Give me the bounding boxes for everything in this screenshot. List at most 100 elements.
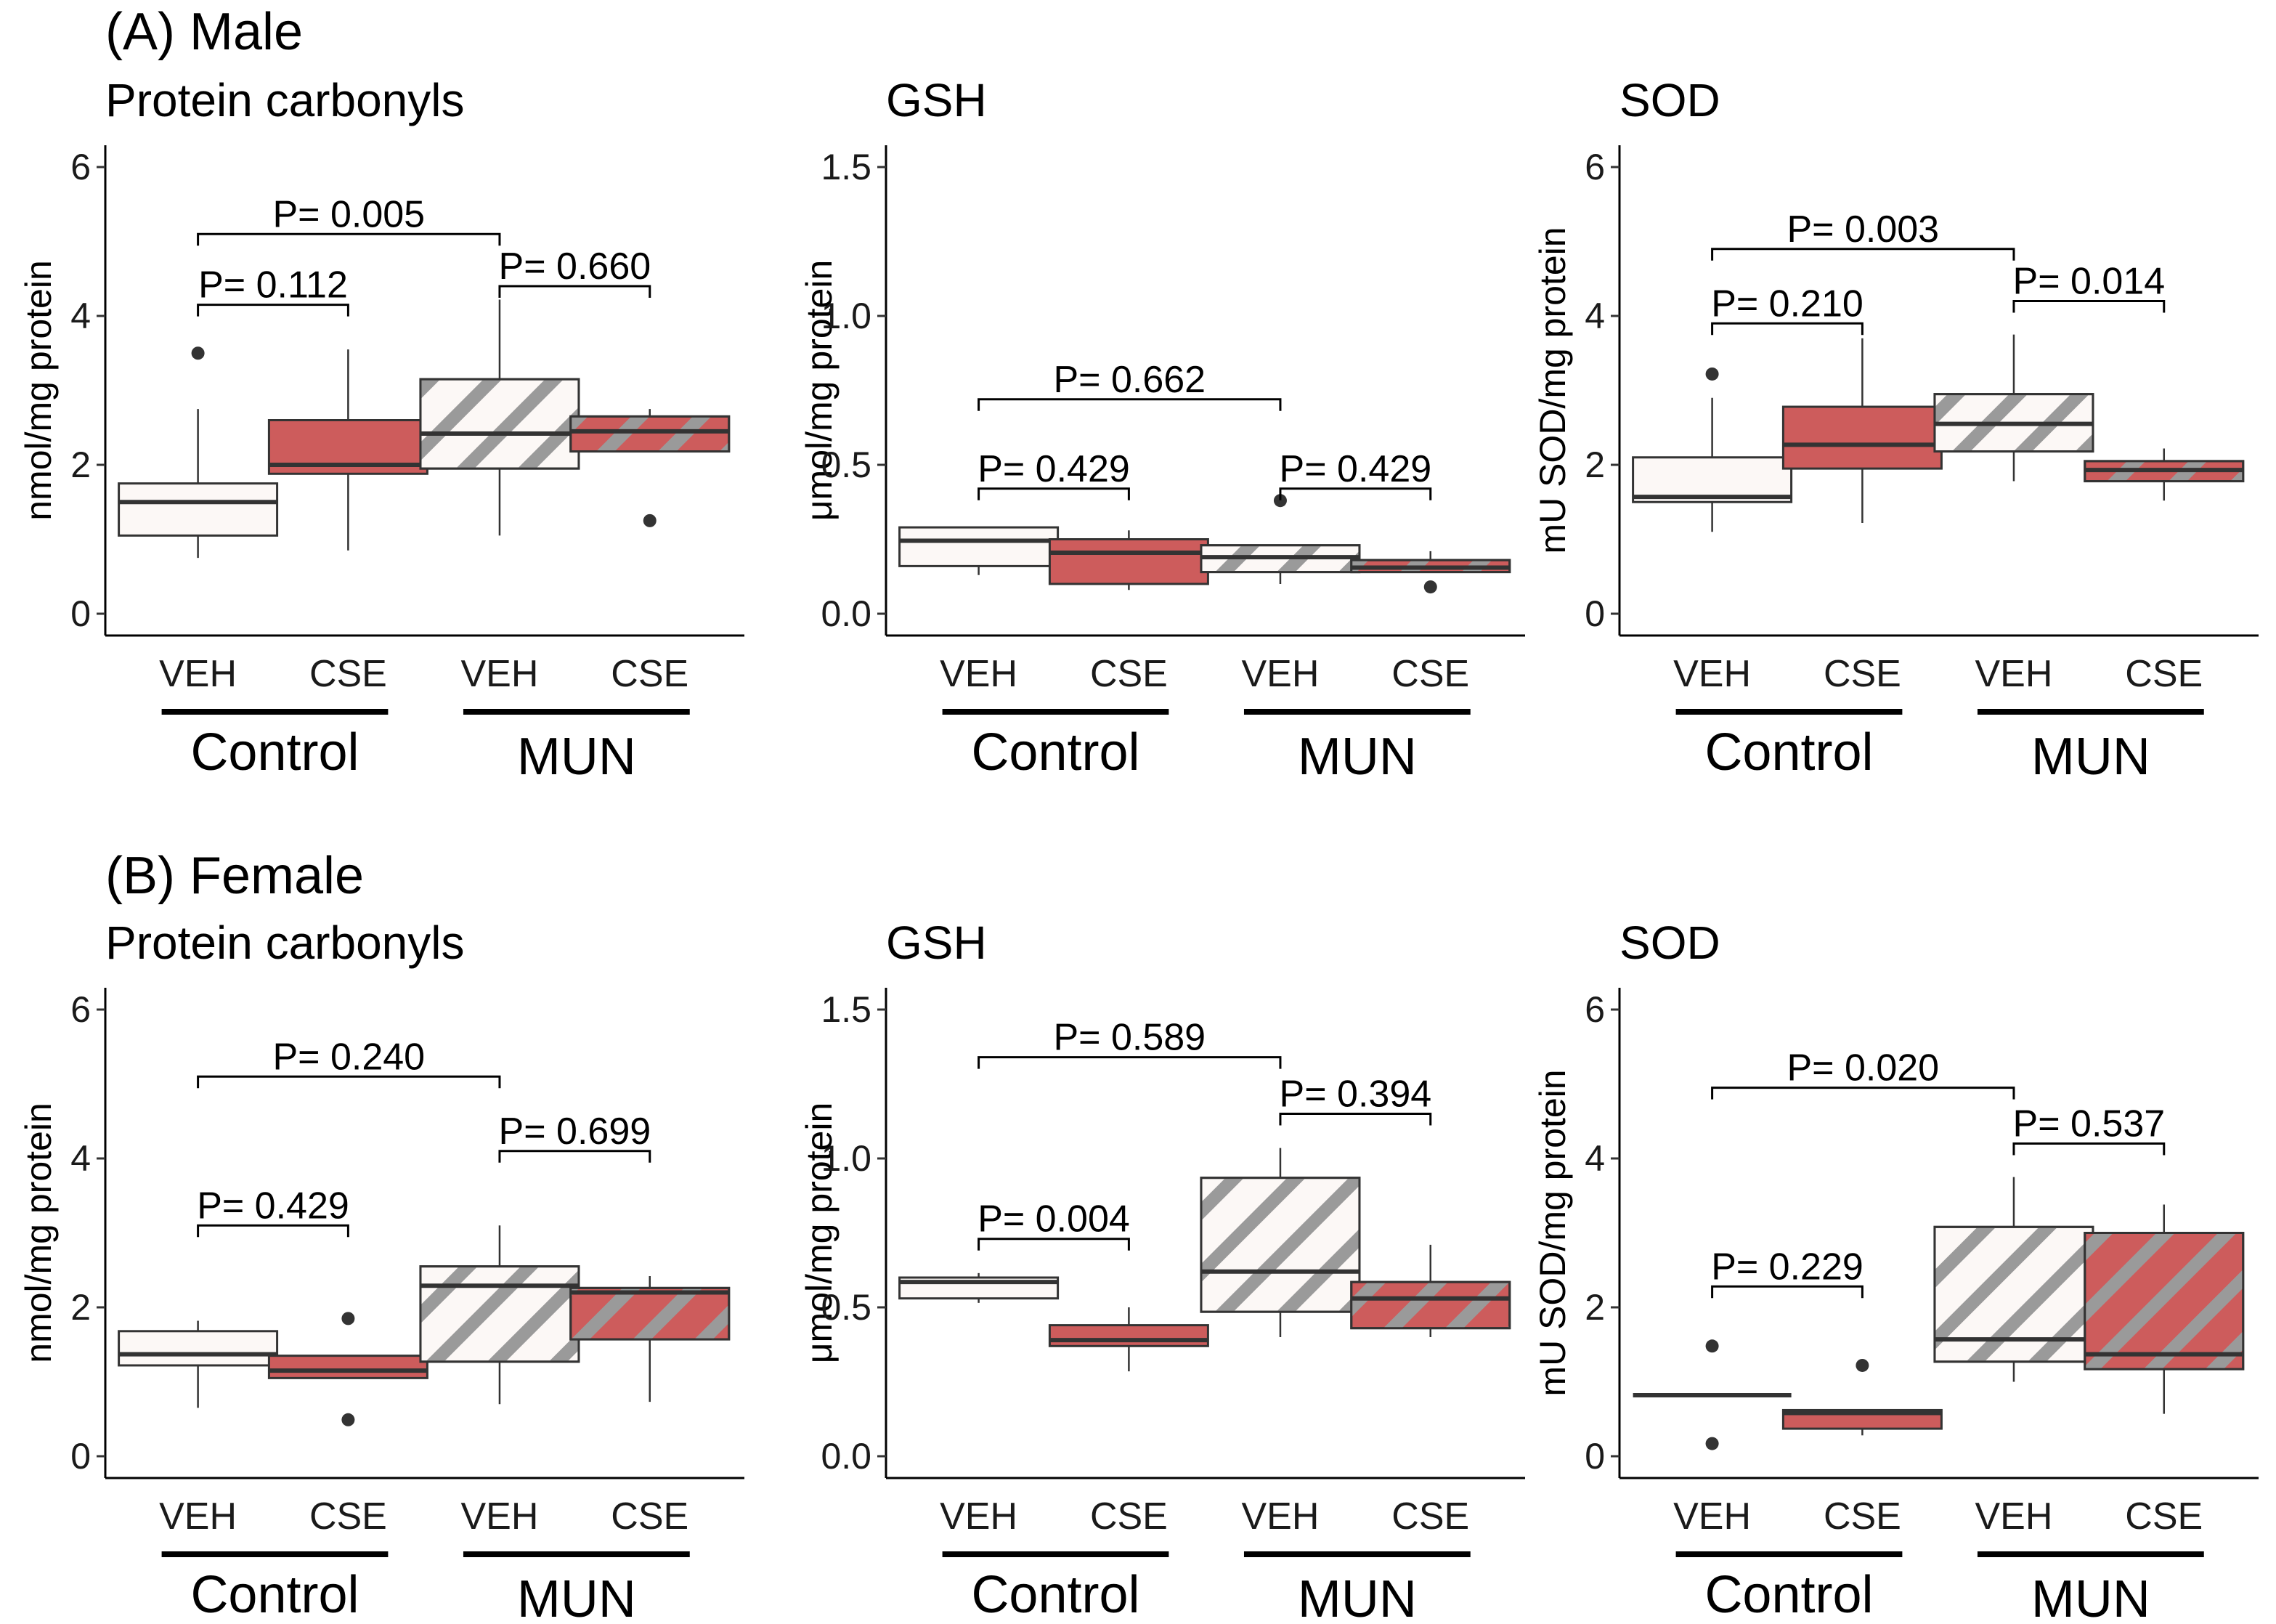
x-category-label: VEH [460,1495,538,1538]
x-category-label: VEH [159,1495,237,1538]
outlier-point [1856,1358,1869,1372]
p-value-label: P= 0.429 [197,1185,349,1227]
p-value-label: P= 0.699 [499,1111,651,1153]
y-tick-label: 2 [1585,444,1605,485]
comparison-bracket: P= 0.240 [197,1036,501,1089]
y-tick-label: 0 [1585,593,1605,634]
y-tick-label: 0 [1585,1436,1605,1477]
y-axis-label: nmol/mg protein [18,1103,59,1363]
x-category-label: CSE [1391,653,1469,695]
comparison-bracket: P= 0.003 [1711,208,2015,261]
x-category-label: CSE [1391,1495,1469,1538]
comparison-bracket: P= 0.004 [978,1198,1130,1251]
bracket-line [1711,1087,2015,1100]
comparison-bracket: P= 0.112 [197,264,349,317]
comparison-bracket: P= 0.662 [978,359,1282,411]
bracket-line [1711,322,1864,336]
group-label-control: Control [971,723,1139,781]
comparison-bracket: P= 0.020 [1711,1047,2015,1100]
y-tick-label: 4 [70,1138,91,1179]
p-value-label: P= 0.662 [1053,359,1206,401]
x-category-label: VEH [1975,653,2052,695]
panel-1-1: GSH μmol/mg protein 0.0 0.5 1.0 1.5 VEH CSE VEH C… [799,917,1525,1624]
group-label-control: Control [190,1566,359,1624]
x-category-label: CSE [611,1495,688,1538]
box-hatch [419,1265,580,1363]
p-value-label: P= 0.429 [1280,448,1432,490]
panel-title: SOD [1619,917,1720,969]
box-control-veh [1633,1339,1792,1450]
y-tick-label: 0 [70,593,91,634]
bracket-line [978,398,1282,411]
group-label-mun: MUN [1298,728,1417,786]
panel-title: SOD [1619,74,1720,126]
y-tick-label: 0.5 [821,444,871,485]
bracket-line [498,285,651,298]
outlier-point [1705,1339,1719,1353]
p-value-label: P= 0.240 [272,1036,425,1078]
y-tick-label: 0.0 [821,1436,871,1477]
box-hatch [2084,1232,2245,1371]
comparison-bracket: P= 0.429 [978,448,1130,500]
bracket-line [498,1150,651,1163]
y-tick-label: 4 [1585,1138,1605,1179]
comparison-bracket: P= 0.210 [1711,283,1864,336]
panel-0-2: SOD mU SOD/mg protein 0 2 4 6 VEH CSE VEH CSE Cont… [1532,74,2259,786]
y-tick-label: 0.0 [821,593,871,634]
panel-title: Protein carbonyls [105,74,464,126]
panel-title: GSH [886,74,987,126]
box-control-veh [118,1320,279,1408]
panel-0-1: GSH μmol/mg protein 0.0 0.5 1.0 1.5 VEH CSE VEH C… [799,74,1525,786]
outlier-point [1273,494,1287,508]
box-body [1048,538,1209,585]
comparison-bracket: P= 0.005 [197,193,501,246]
bracket-line [1279,1113,1432,1126]
box-control-cse [1048,530,1209,590]
panel-1-0: Protein carbonyls nmol/mg protein 0 2 4 6 VEH C… [18,917,744,1624]
group-label-mun: MUN [1298,1570,1417,1624]
box-body [1781,405,1943,470]
p-value-label: P= 0.394 [1280,1073,1432,1116]
box-mun-cse [1350,1244,1511,1337]
bracket-line [197,304,349,317]
comparison-bracket: P= 0.429 [1279,448,1432,500]
x-category-label: CSE [309,1495,387,1538]
x-category-label: VEH [940,1495,1017,1538]
group-label-mun: MUN [2031,1570,2150,1624]
bracket-line [978,487,1130,500]
box-mun-cse [569,1275,731,1402]
panel-1-2: SOD mU SOD/mg protein 0 2 4 6 VEH CSE VEH CSE Cont… [1532,917,2259,1624]
bracket-line [978,1238,1130,1251]
box-hatch [419,378,580,470]
p-value-label: P= 0.229 [1711,1246,1864,1288]
y-tick-label: 6 [70,147,91,187]
box-mun-veh [419,1225,580,1405]
x-category-label: VEH [940,653,1017,695]
y-tick-label: 6 [70,989,91,1030]
y-tick-label: 1.0 [821,1138,871,1179]
group-label-control: Control [1704,723,1873,781]
box-mun-veh [419,299,580,536]
box-hatch [1350,1280,1511,1330]
p-value-label: P= 0.014 [2013,261,2166,303]
outlier-point [1705,367,1719,381]
box-body [118,1330,279,1367]
x-category-label: CSE [1090,1495,1168,1538]
comparison-bracket: P= 0.429 [197,1185,349,1238]
box-mun-cse [2084,1204,2245,1414]
bracket-line [2012,1142,2166,1156]
comparison-bracket: P= 0.229 [1711,1246,1864,1299]
box-control-veh [898,1272,1060,1303]
bracket-line [1279,487,1432,500]
y-tick-label: 4 [70,296,91,336]
bracket-line [197,1075,501,1089]
box-control-veh [1632,367,1793,532]
y-tick-label: 1.5 [821,147,871,187]
panel-0-0: Protein carbonyls nmol/mg protein 0 2 4 6 VEH C… [18,74,744,786]
y-tick-label: 6 [1585,989,1605,1030]
box-mun-veh [1200,1148,1361,1337]
p-value-label: P= 0.660 [499,245,651,288]
box-body [118,482,279,537]
group-label-control: Control [971,1566,1139,1624]
outlier-point [341,1413,355,1426]
